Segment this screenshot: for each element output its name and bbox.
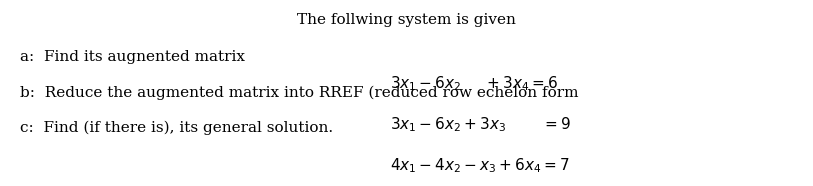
Text: $3x_1 - 6x_2 + 3x_3 \qquad\;\, = 9$: $3x_1 - 6x_2 + 3x_3 \qquad\;\, = 9$ — [390, 115, 572, 134]
Text: $3x_1 - 6x_2 \quad\;\; +3x_4 = 6$: $3x_1 - 6x_2 \quad\;\; +3x_4 = 6$ — [390, 74, 559, 93]
Text: c:  Find (if there is), its general solution.: c: Find (if there is), its general solut… — [20, 121, 333, 135]
Text: a:  Find its augnented matrix: a: Find its augnented matrix — [20, 50, 246, 64]
Text: b:  Reduce the augmented matrix into RREF (reduced row echelon form: b: Reduce the augmented matrix into RREF… — [20, 86, 579, 100]
Text: $4x_1 - 4x_2 - x_3 + 6x_4 = 7$: $4x_1 - 4x_2 - x_3 + 6x_4 = 7$ — [390, 156, 570, 175]
Text: The follwing system is given: The follwing system is given — [297, 13, 516, 27]
